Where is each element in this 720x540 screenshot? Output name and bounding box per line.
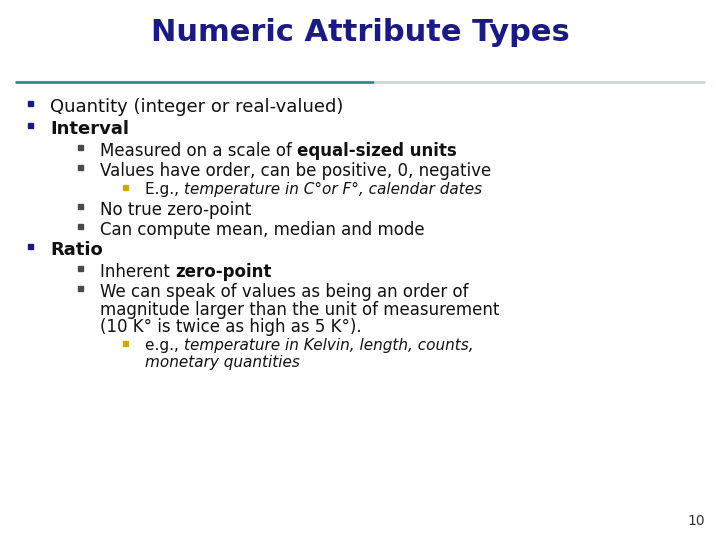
Text: zero-point: zero-point — [175, 263, 271, 281]
Text: (10 K° is twice as high as 5 K°).: (10 K° is twice as high as 5 K°). — [100, 318, 361, 336]
Text: No true zero-point: No true zero-point — [100, 201, 251, 219]
Bar — [78, 224, 83, 229]
Text: e.g.,: e.g., — [145, 338, 184, 353]
Text: Inherent: Inherent — [100, 263, 175, 281]
Bar — [78, 165, 83, 170]
Bar — [78, 145, 83, 150]
Text: E.g.,: E.g., — [145, 182, 184, 197]
Text: Values have order, can be positive, 0, negative: Values have order, can be positive, 0, n… — [100, 162, 491, 180]
Bar — [27, 244, 32, 249]
Bar — [122, 341, 127, 346]
Text: equal-sized units: equal-sized units — [297, 142, 457, 160]
Text: Can compute mean, median and mode: Can compute mean, median and mode — [100, 221, 425, 239]
Bar — [122, 185, 127, 190]
Text: We can speak of values as being an order of: We can speak of values as being an order… — [100, 283, 469, 301]
Text: magnitude larger than the unit of measurement: magnitude larger than the unit of measur… — [100, 301, 500, 319]
Text: 10: 10 — [688, 514, 705, 528]
Text: Numeric Attribute Types: Numeric Attribute Types — [150, 18, 570, 47]
Bar — [27, 123, 32, 128]
Text: monetary quantities: monetary quantities — [145, 355, 300, 370]
Text: temperature in Kelvin, length, counts,: temperature in Kelvin, length, counts, — [184, 338, 473, 353]
Text: Quantity (integer or real-valued): Quantity (integer or real-valued) — [50, 98, 343, 116]
Bar — [78, 266, 83, 271]
Text: Measured on a scale of: Measured on a scale of — [100, 142, 297, 160]
Bar — [78, 204, 83, 209]
Text: temperature in C°or F°, calendar dates: temperature in C°or F°, calendar dates — [184, 182, 482, 197]
Bar — [78, 286, 83, 291]
Text: Interval: Interval — [50, 120, 129, 138]
Text: Ratio: Ratio — [50, 241, 103, 259]
Bar — [27, 101, 32, 106]
